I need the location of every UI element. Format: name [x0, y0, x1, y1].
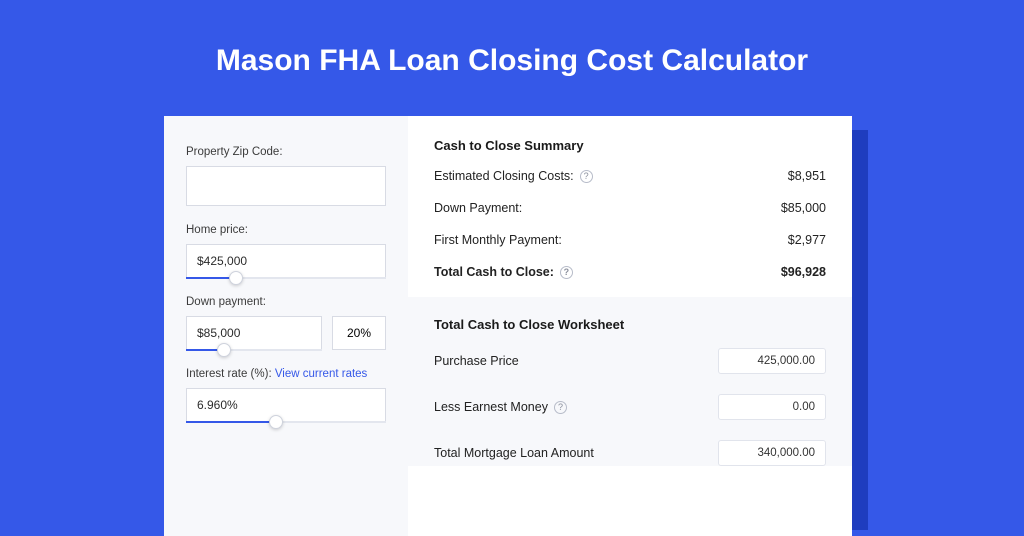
results-panel: Cash to Close Summary Estimated Closing …	[408, 116, 852, 536]
worksheet-label-text: Purchase Price	[434, 354, 519, 368]
interest-rate-slider-track[interactable]	[186, 421, 386, 423]
worksheet-label: Total Mortgage Loan Amount	[434, 446, 594, 460]
home-price-slider-track[interactable]	[186, 277, 386, 279]
home-price-label: Home price:	[186, 224, 386, 236]
summary-title: Cash to Close Summary	[434, 138, 826, 153]
interest-rate-input[interactable]	[186, 388, 386, 422]
view-rates-link[interactable]: View current rates	[275, 368, 367, 380]
summary-label: Total Cash to Close: ?	[434, 265, 573, 279]
interest-rate-label: Interest rate (%): View current rates	[186, 368, 386, 380]
interest-rate-slider-wrap	[186, 388, 386, 422]
page-title: Mason FHA Loan Closing Cost Calculator	[0, 0, 1024, 106]
summary-row: Estimated Closing Costs: ? $8,951	[434, 169, 826, 183]
summary-label: Down Payment:	[434, 201, 522, 215]
summary-label: First Monthly Payment:	[434, 233, 562, 247]
help-icon[interactable]: ?	[580, 170, 593, 183]
home-price-input[interactable]	[186, 244, 386, 278]
worksheet-row: Purchase Price	[434, 348, 826, 374]
interest-rate-label-text: Interest rate (%):	[186, 368, 275, 380]
summary-row-total: Total Cash to Close: ? $96,928	[434, 265, 826, 279]
summary-row: First Monthly Payment: $2,977	[434, 233, 826, 247]
summary-label-text: First Monthly Payment:	[434, 233, 562, 247]
worksheet-label-text: Total Mortgage Loan Amount	[434, 446, 594, 460]
down-payment-slider-wrap	[186, 316, 322, 350]
worksheet-row: Total Mortgage Loan Amount	[434, 440, 826, 466]
summary-label: Estimated Closing Costs: ?	[434, 169, 593, 183]
down-payment-group: Down payment:	[186, 296, 386, 350]
summary-value: $2,977	[788, 233, 826, 247]
worksheet-section: Total Cash to Close Worksheet Purchase P…	[408, 297, 852, 466]
summary-row: Down Payment: $85,000	[434, 201, 826, 215]
mortgage-amount-input[interactable]	[718, 440, 826, 466]
help-icon[interactable]: ?	[560, 266, 573, 279]
down-payment-input[interactable]	[186, 316, 322, 350]
summary-value: $8,951	[788, 169, 826, 183]
summary-label-text: Down Payment:	[434, 201, 522, 215]
form-panel: Property Zip Code: Home price: Down paym…	[164, 116, 408, 536]
home-price-group: Home price:	[186, 224, 386, 278]
interest-rate-slider-thumb[interactable]	[269, 415, 283, 429]
worksheet-label-text: Less Earnest Money	[434, 400, 548, 414]
down-payment-slider-track[interactable]	[186, 349, 322, 351]
purchase-price-input[interactable]	[718, 348, 826, 374]
worksheet-row: Less Earnest Money ?	[434, 394, 826, 420]
worksheet-label: Purchase Price	[434, 354, 519, 368]
summary-value: $85,000	[781, 201, 826, 215]
worksheet-label: Less Earnest Money ?	[434, 400, 567, 414]
summary-label-text: Total Cash to Close:	[434, 265, 554, 279]
down-payment-slider-thumb[interactable]	[217, 343, 231, 357]
calculator-card: Property Zip Code: Home price: Down paym…	[164, 116, 852, 536]
help-icon[interactable]: ?	[554, 401, 567, 414]
earnest-money-input[interactable]	[718, 394, 826, 420]
zip-label: Property Zip Code:	[186, 146, 386, 158]
zip-input[interactable]	[186, 166, 386, 206]
home-price-slider-wrap	[186, 244, 386, 278]
zip-group: Property Zip Code:	[186, 146, 386, 206]
down-payment-label: Down payment:	[186, 296, 386, 308]
home-price-slider-thumb[interactable]	[229, 271, 243, 285]
worksheet-title: Total Cash to Close Worksheet	[434, 317, 826, 332]
down-payment-percent-input[interactable]	[332, 316, 386, 350]
summary-label-text: Estimated Closing Costs:	[434, 169, 574, 183]
interest-rate-group: Interest rate (%): View current rates	[186, 368, 386, 422]
summary-value: $96,928	[781, 265, 826, 279]
